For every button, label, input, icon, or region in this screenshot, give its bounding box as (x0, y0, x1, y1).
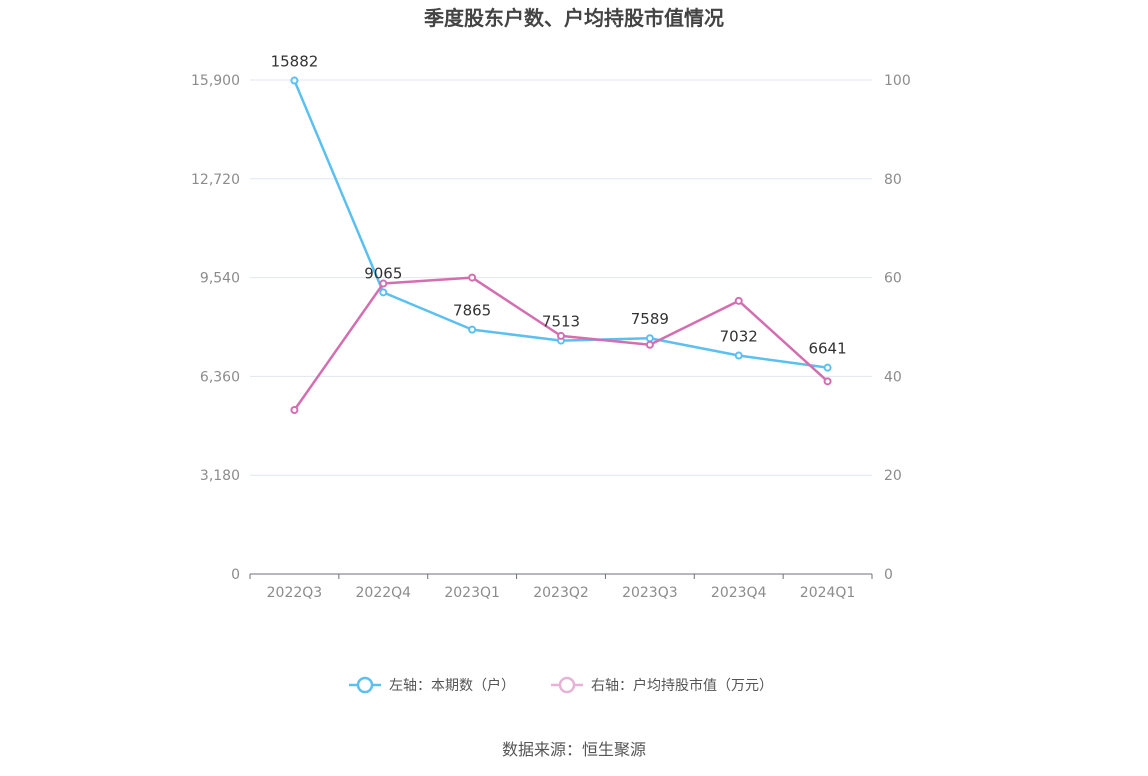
data-label: 9065 (364, 264, 402, 282)
legend-item-0[interactable]: 左轴：本期数（户） (349, 676, 515, 694)
data-point[interactable] (379, 288, 388, 297)
legend-item-1[interactable]: 右轴：户均持股市值（万元） (551, 676, 773, 694)
x-tick-label: 2024Q1 (800, 585, 856, 601)
data-label: 7513 (542, 313, 580, 331)
data-point[interactable] (823, 363, 832, 372)
x-tick-label: 2023Q3 (622, 585, 678, 601)
data-point[interactable] (290, 405, 299, 414)
x-tick-label: 2023Q1 (444, 585, 500, 601)
data-point[interactable] (645, 340, 654, 349)
right-tick-label: 100 (884, 73, 911, 89)
data-point[interactable] (468, 273, 477, 282)
legend-label: 左轴：本期数（户） (389, 677, 515, 694)
data-label: 7032 (720, 328, 758, 346)
legend-label: 右轴：户均持股市值（万元） (591, 677, 773, 694)
right-tick-label: 60 (884, 271, 902, 287)
legend-marker (356, 676, 374, 694)
x-tick-label: 2022Q3 (267, 585, 323, 601)
data-point[interactable] (734, 296, 743, 305)
data-point[interactable] (557, 331, 565, 340)
data-label: 7589 (631, 310, 669, 328)
left-tick-label: 15,900 (191, 73, 240, 89)
data-point[interactable] (379, 279, 388, 288)
left-tick-label: 6,360 (200, 369, 240, 385)
left-tick-label: 3,180 (200, 468, 240, 484)
legend[interactable]: 左轴：本期数（户） 右轴：户均持股市值（万元） (349, 676, 773, 694)
right-tick-label: 0 (884, 567, 893, 583)
grid-lines (250, 79, 872, 476)
data-labels: 15882 9065 7865 7513 7589 7032 6641 (271, 53, 847, 358)
chart-title: 季度股东户数、户均持股市值情况 (423, 6, 724, 30)
data-point[interactable] (645, 334, 654, 343)
data-label: 15882 (271, 53, 319, 71)
left-tick-label: 0 (231, 567, 240, 583)
left-tick-label: 9,540 (200, 271, 240, 287)
right-tick-label: 20 (884, 468, 902, 484)
x-tick-label: 2023Q4 (711, 585, 767, 601)
right-tick-label: 80 (884, 172, 902, 188)
left-tick-label: 12,720 (191, 172, 240, 188)
legend-marker (558, 676, 576, 694)
x-tick-label: 2022Q4 (356, 585, 412, 601)
x-tick-label: 2023Q2 (533, 585, 589, 601)
series-lines (293, 80, 829, 411)
data-point[interactable] (823, 377, 832, 386)
data-point[interactable] (290, 76, 299, 85)
source-text: 数据来源：恒生聚源 (502, 740, 646, 759)
data-label: 6641 (808, 340, 846, 358)
data-point[interactable] (468, 325, 477, 334)
data-label: 7865 (453, 302, 491, 320)
series-points (290, 76, 832, 414)
data-point[interactable] (734, 351, 743, 360)
right-tick-label: 40 (884, 369, 902, 385)
axes: 0 0 3,180 20 6,360 40 9,540 60 12,720 80 15,900 100… (191, 73, 911, 601)
